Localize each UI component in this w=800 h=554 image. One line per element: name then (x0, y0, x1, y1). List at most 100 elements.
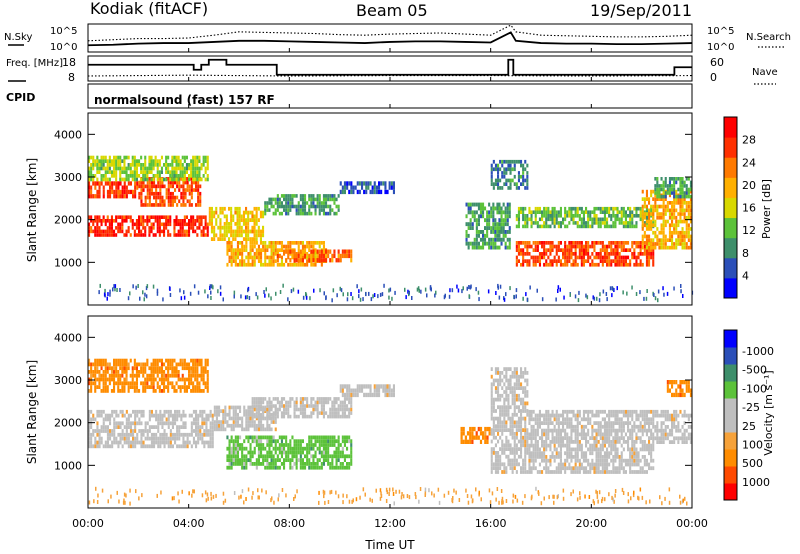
heatmap-cell (96, 421, 99, 426)
heatmap-cell (133, 366, 136, 371)
heatmap-cell (492, 378, 495, 383)
heatmap-cell (195, 184, 198, 189)
heatmap-cell (295, 465, 298, 470)
heatmap-cell (90, 226, 93, 230)
heatmap-cell (513, 367, 516, 371)
heatmap-cell (230, 465, 233, 470)
heatmap-cell (490, 466, 493, 470)
heatmap-cell (262, 462, 265, 466)
heatmap-cell (687, 230, 690, 235)
heatmap-cell (318, 208, 321, 212)
heatmap-cell (509, 405, 512, 410)
heatmap-cell (210, 206, 213, 211)
heatmap-cell (503, 297, 506, 302)
heatmap-cell (341, 462, 344, 466)
heatmap-cell (121, 189, 124, 195)
heatmap-cell (545, 214, 548, 218)
heatmap-cell (119, 436, 122, 441)
heatmap-cell (343, 253, 346, 259)
heatmap-cell (551, 248, 554, 252)
heatmap-cell (223, 214, 226, 219)
heatmap-cell (517, 186, 520, 190)
heatmap-cell (657, 298, 659, 303)
heatmap-cell (228, 450, 231, 455)
heatmap-cell (180, 203, 183, 207)
heatmap-cell (129, 373, 132, 378)
heatmap-cell (601, 221, 604, 225)
heatmap-cell (335, 204, 338, 209)
heatmap-cell (343, 384, 346, 389)
heatmap-cell (106, 385, 109, 389)
heatmap-cell (144, 184, 147, 189)
heatmap-cell (133, 174, 136, 178)
heatmap-cell (207, 444, 210, 449)
heatmap-cell (293, 407, 296, 412)
heatmap-cell (526, 214, 529, 218)
heatmap-cell (131, 159, 134, 163)
heatmap-cell (253, 237, 256, 241)
heatmap-cell (160, 222, 163, 227)
heatmap-cell (392, 181, 395, 186)
heatmap-cell (169, 287, 171, 291)
heatmap-cell (479, 237, 482, 242)
heatmap-cell (243, 458, 246, 462)
heatmap-cell (339, 384, 342, 389)
heatmap-cell (620, 262, 623, 267)
heatmap-cell (517, 210, 520, 214)
heatmap-cell (255, 411, 258, 415)
heatmap-cell (270, 435, 273, 440)
heatmap-cell (215, 423, 218, 428)
heatmap-cell (268, 400, 271, 405)
heatmap-cell (278, 262, 281, 267)
heatmap-cell (171, 166, 174, 171)
heatmap-cell (293, 404, 296, 408)
heatmap-cell (199, 195, 202, 200)
heatmap-cell (503, 182, 506, 186)
heatmap-cell (662, 227, 665, 231)
heatmap-cell (155, 203, 158, 207)
heatmap-cell (367, 185, 370, 190)
heatmap-cell (585, 293, 587, 298)
heatmap-cell (276, 253, 279, 259)
heatmap-cell (325, 435, 328, 440)
heatmap-cell (589, 224, 592, 229)
heatmap-cell (656, 197, 659, 201)
heatmap-cell (163, 370, 166, 374)
heatmap-cell (675, 245, 678, 250)
heatmap-cell (88, 425, 91, 429)
heatmap-cell (509, 378, 512, 383)
heatmap-cell (522, 163, 525, 168)
heatmap-cell (152, 215, 155, 219)
heatmap-cell (176, 409, 179, 414)
heatmap-cell (656, 204, 659, 209)
heatmap-cell (144, 166, 147, 171)
heatmap-cell (329, 435, 332, 440)
heatmap-cell (100, 181, 103, 186)
heatmap-cell (285, 208, 288, 212)
heatmap-cell (257, 454, 260, 459)
heatmap-cell (150, 188, 153, 192)
heatmap-cell (102, 185, 105, 190)
heatmap-cell (165, 417, 168, 422)
heatmap-cell (499, 186, 502, 190)
heatmap-cell (543, 262, 546, 267)
heatmap-cell (522, 255, 525, 260)
heatmap-cell (285, 458, 288, 462)
heatmap-cell (490, 174, 493, 179)
heatmap-cell (675, 242, 678, 246)
heatmap-cell (517, 462, 520, 467)
heatmap-cell (111, 432, 114, 437)
y-tick-label: 3000 (54, 171, 82, 184)
heatmap-cell (299, 446, 302, 451)
heatmap-cell (213, 237, 216, 241)
heatmap-cell (152, 177, 155, 182)
heatmap-cell (299, 454, 302, 459)
velocity-heatmap (88, 358, 692, 506)
heatmap-cell (484, 206, 487, 211)
heatmap-cell (392, 384, 395, 389)
heatmap-cell (507, 447, 510, 451)
heatmap-cell (494, 409, 497, 413)
heatmap-cell (192, 219, 195, 223)
heatmap-cell (153, 432, 156, 437)
heatmap-cell (293, 194, 296, 198)
